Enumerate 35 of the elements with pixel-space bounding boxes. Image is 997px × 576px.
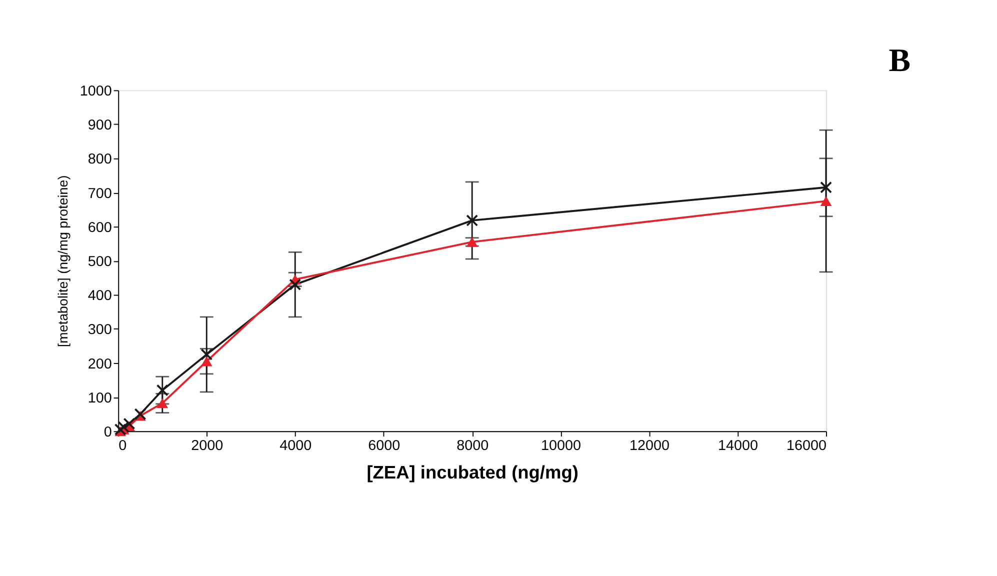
point xyxy=(820,181,832,194)
point xyxy=(820,196,832,206)
y-tick-label: 400 xyxy=(88,288,112,304)
y-tick-label: 300 xyxy=(88,322,112,338)
y-tick-label: 800 xyxy=(88,152,112,168)
y-tick-label: 0 xyxy=(104,424,112,440)
x-tick-label: 12000 xyxy=(630,438,670,454)
point xyxy=(466,214,478,226)
text: B xyxy=(888,43,911,79)
x-tick-label: 4000 xyxy=(280,438,312,454)
x-tick-label: 14000 xyxy=(718,438,758,454)
point xyxy=(118,421,130,434)
y-tick-label: 900 xyxy=(88,118,112,134)
point xyxy=(114,423,126,436)
point xyxy=(200,348,213,360)
x-tick-label: 2000 xyxy=(191,438,224,454)
y-tick-label: 500 xyxy=(88,254,112,270)
x-tick-label: 6000 xyxy=(368,438,400,454)
x-tick-label: 8000 xyxy=(456,438,489,454)
point xyxy=(156,384,168,396)
x-tick-label: 16000 xyxy=(786,438,827,454)
x-tick-label: 0 xyxy=(118,438,127,454)
y-tick-label: 200 xyxy=(88,356,112,372)
point xyxy=(134,408,146,420)
y-tick-label: 100 xyxy=(88,390,112,406)
x-tick-label: 10000 xyxy=(541,438,582,454)
point xyxy=(123,418,136,430)
point xyxy=(156,398,168,408)
point xyxy=(289,278,302,291)
y-tick-label: 1000 xyxy=(80,83,112,100)
y-tick-label: 600 xyxy=(88,220,112,236)
y-tick-label: 700 xyxy=(88,186,112,202)
x-axis-title: [ZEA] incubated (ng/mg) xyxy=(366,462,578,483)
point xyxy=(200,356,212,366)
y-axis-title: [metabolite] (ng/mg proteine) xyxy=(55,175,70,348)
